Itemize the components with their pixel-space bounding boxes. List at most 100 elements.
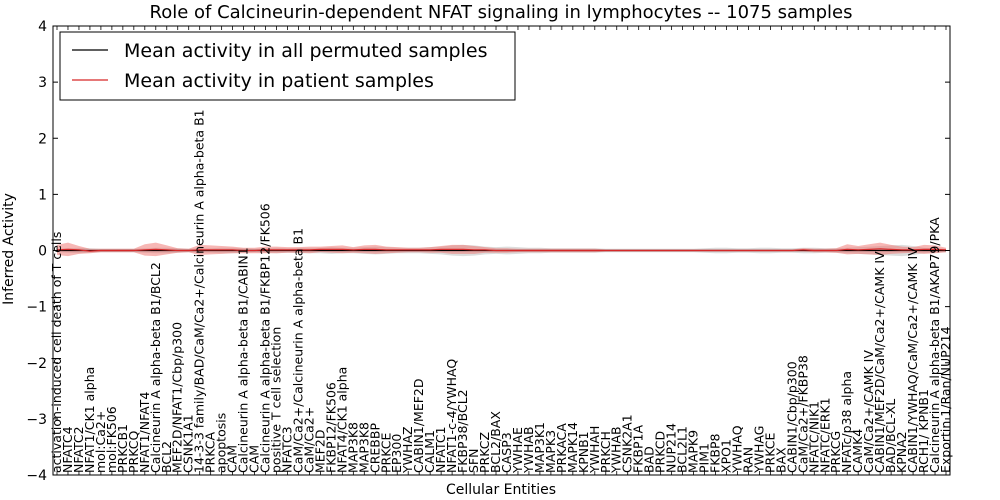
x-tick-label: NFAT1-c-4/YWHAQ [444,359,459,473]
x-tick-label: CAM [247,445,262,473]
x-tick-label: BAD/BCL-XL [883,399,898,473]
x-tick-label: CAM [225,445,240,473]
x-tick-label: BAX [773,447,788,473]
x-tick-label: PRKCH [598,431,613,473]
x-tick-label: RAN [740,447,755,473]
y-tick-label: 0 [38,244,47,260]
legend-entry: Mean activity in patient samples [124,70,434,92]
x-tick-label: Calcineurin A alpha-beta B1/BCL2 [148,262,163,473]
x-tick-label: NFAT1/CK1 alpha [82,367,97,473]
y-tick-label: 1 [38,187,47,203]
x-tick-label: PRKCB1 [115,424,130,473]
y-tick-label: 4 [38,19,47,35]
x-tick-label: NFATC3 [280,426,295,473]
x-tick-label: apoptosis [214,413,229,473]
x-tick-label: Calcineurin A alpha-beta B1/AKAP79/PKA [927,217,942,473]
chart-title: Role of Calcineurin-dependent NFAT signa… [150,2,853,23]
x-tick-label: Exportin 1/Ran/NUP214 [938,326,953,473]
x-tick-label: MEF2D/NFAT1/Cbp/p300 [170,322,185,473]
x-tick-label: MAPK9 [686,430,701,473]
x-tick-label: CaM/Ca2+/Calcineurin A alpha-beta B1 [291,228,306,473]
legend: Mean activity in all permuted samples Mea… [59,31,516,101]
x-tick-label: MAPK3 [543,430,558,473]
x-tick-label: NFAT1/NFAT4 [137,392,152,473]
legend-box [59,31,516,101]
plot-area: activation-induced cell death of T cells… [26,19,953,484]
x-tick-label: CABIN1/YWHAQ/CaM/Ca2+/CAMK IV [905,247,920,473]
x-tick-label: YWHAZ [400,426,415,474]
x-tick-label: BAD [642,446,657,473]
x-tick-label: XPO1 [719,439,734,473]
x-tick-label: CABIN1/MEF2D/CaM/Ca2+/CAMK IV [872,251,887,473]
y-tick-label: −2 [26,356,47,372]
x-tick-label: YWHAG [751,426,766,474]
x-tick-label: YWHAH [587,426,602,474]
x-tick-label: CSNK2A1 [620,414,635,473]
x-tick-label: NUP214 [664,423,679,473]
x-tick-label: BCL2/BAX [488,411,503,473]
x-tick-label: YWHAE [510,427,525,474]
y-tick-label: −1 [26,300,47,316]
x-tick-label: EP300 [389,434,404,473]
x-tick-label: FKBP8 [708,433,723,473]
x-tick-label: YWHAB [609,426,624,474]
x-tick-label: positive T cell selection [269,327,284,473]
x-tick-label: YWHAB [521,426,536,474]
x-tick-label: PRKCA [203,432,218,473]
x-tick-label: CALM1 [422,430,437,473]
x-tick-label: KPNA2 [894,431,909,473]
x-tick-label: FKBP38/BCL2 [455,389,470,473]
x-tick-label: 14-3-3 family/BAD/CaM/Ca2+/Calcineurin A… [192,109,207,473]
x-tick-label: MAP3K8 [345,422,360,473]
x-tick-label: NFATC/ERK1 [817,397,832,473]
x-tick-label: PRKCD [653,431,668,473]
x-tick-label: PRKCE [378,433,393,473]
x-tick-label: CREBBP [367,423,382,473]
x-tick-label: mol:Ca2+ [93,411,108,473]
x-tick-label: MEF2D [312,430,327,473]
x-axis-label: Cellular Entities [446,482,556,498]
x-tick-label: FKBP1A [631,425,646,473]
x-tick-label: CaM/Ca2+/FKBP38 [795,355,810,473]
x-tick-label: NFATC/NIK1 [806,401,821,473]
legend-entry: Mean activity in all permuted samples [124,40,487,62]
x-tick-label: NFATC2 [71,426,86,473]
x-tick-label: CABIN1/MEF2D [411,378,426,473]
x-tick-label: Calcineurin A alpha-beta B1/FKBP12/FK506 [258,203,273,473]
x-tick-label: PRKCQ [126,431,141,473]
series-band-1 [57,242,946,257]
x-tick-label: RCH1/ KPNB1 [916,389,931,473]
x-tick-label: CABIN1/Cbp/p300 [784,361,799,473]
x-tick-label: mol:FK506 [104,406,119,473]
x-tick-label: NFAT4/CK1 alpha [334,367,349,473]
series-line-1 [56,248,947,252]
x-tick-label: PRKCG [828,431,843,473]
x-tick-label: BCL2L1 [675,426,690,473]
x-tick-label: MAP3K8 [356,422,371,473]
x-tick-label: NFATc/p38 alpha [839,371,854,473]
y-tick-label: 2 [38,131,47,147]
x-tick-label: CaM/Ca2+ [301,407,316,473]
x-tick-label: YWHAQ [730,425,745,474]
y-tick-label: −4 [26,468,47,484]
x-tick-label: PRKCZ [477,432,492,473]
x-tick-label: CaM/Ca2+/CAMK IV [861,350,876,473]
x-tick-label: PIM1 [697,443,712,473]
x-tick-label: CASP3 [499,432,514,473]
y-tick-label: −3 [26,412,47,428]
y-axis-label: Inferred Activity [1,193,17,305]
x-tick-label: PRKACA [554,423,569,473]
x-tick-label: NFATC4 [60,426,75,473]
x-tick-label: MAP3K1 [532,422,547,473]
x-tick-label: SFN [466,449,481,473]
x-tick-label: NFATC1 [433,426,448,473]
x-tick-label: KPNB1 [576,431,591,473]
x-tick-label: CSNK1A1 [181,414,196,473]
x-tick-label: CAMK4 [850,429,865,473]
x-tick-label: FKBP12/FK506 [323,382,338,473]
x-tick-label: PRKCE [762,433,777,473]
x-tick-label: Calcineurin A alpha-beta B1/CABIN1 [236,247,251,473]
x-tick-label: BCL2 [159,441,174,473]
y-tick-label: 3 [38,75,47,91]
